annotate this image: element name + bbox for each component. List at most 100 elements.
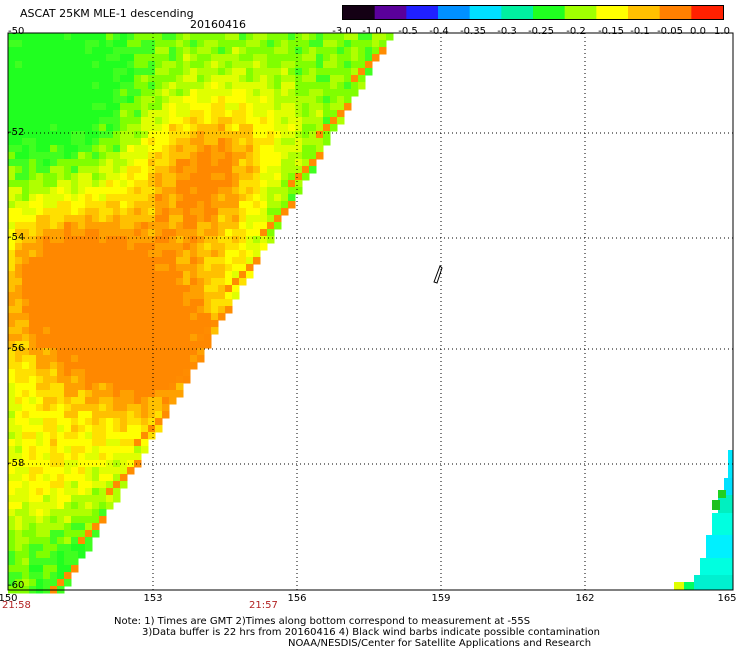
swath-cell — [141, 159, 149, 167]
swath-cell — [92, 453, 100, 461]
swath-cell — [155, 320, 163, 328]
swath-cell — [120, 215, 128, 223]
swath-cell — [64, 425, 72, 433]
swath-cell — [64, 439, 72, 447]
swath-cell — [134, 446, 142, 454]
swath-cell — [120, 236, 128, 244]
swath-cell — [218, 152, 226, 160]
swath-cell — [29, 159, 37, 167]
swath-cell — [169, 131, 177, 139]
swath-cell — [309, 61, 317, 69]
swath-cell — [204, 306, 212, 314]
map-frame — [7, 32, 734, 591]
swath-cell — [71, 313, 79, 321]
swath-cell — [274, 124, 282, 132]
swath-cell — [8, 306, 16, 314]
swath-cell — [120, 285, 128, 293]
swath-cell — [64, 579, 72, 587]
swath-cell — [260, 61, 268, 69]
swath-cell — [330, 40, 338, 48]
swath-cell — [246, 229, 254, 237]
swath-cell — [239, 250, 247, 258]
swath-cell — [344, 54, 352, 62]
swath-cell — [29, 40, 37, 48]
swath-cell — [78, 187, 86, 195]
swath-cell — [57, 369, 65, 377]
swath-cell — [253, 96, 261, 104]
swath-cell — [99, 33, 107, 41]
swath-cell — [71, 166, 79, 174]
swath-cell — [57, 215, 65, 223]
colorbar-segment — [438, 6, 471, 19]
swath-cell — [183, 180, 191, 188]
swath-cell — [106, 362, 114, 370]
swath-cell — [64, 390, 72, 398]
swath-cell — [78, 383, 86, 391]
swath-cell — [71, 376, 79, 384]
swath-cell — [78, 33, 86, 41]
swath-cell — [260, 124, 268, 132]
swath-cell — [232, 89, 240, 97]
swath-cell — [43, 334, 51, 342]
swath-cell — [120, 194, 128, 202]
swath-cell — [22, 544, 30, 552]
swath-cell — [169, 89, 177, 97]
swath-cell — [267, 68, 275, 76]
swath-cell — [718, 490, 726, 498]
swath-cell — [113, 110, 121, 118]
swath-cell — [8, 208, 16, 216]
swath-cell — [288, 68, 296, 76]
swath-cell — [204, 166, 212, 174]
swath-cell — [155, 180, 163, 188]
swath-cell — [162, 334, 170, 342]
swath-cell — [85, 201, 93, 209]
swath-cell — [43, 460, 51, 468]
swath-cell — [22, 208, 30, 216]
swath-cell — [64, 495, 72, 503]
swath-cell — [267, 89, 275, 97]
swath-cell — [15, 558, 23, 566]
swath-cell — [106, 180, 114, 188]
swath-cell — [323, 40, 331, 48]
swath-cell — [78, 432, 86, 440]
swath-cell — [106, 152, 114, 160]
footnote-line: NOAA/NESDIS/Center for Satellite Applica… — [288, 638, 592, 649]
swath-cell — [176, 40, 184, 48]
swath-cell — [85, 229, 93, 237]
swath-cell — [113, 313, 121, 321]
swath-cell — [162, 285, 170, 293]
swath-cell — [85, 523, 93, 531]
swath-cell — [134, 236, 142, 244]
swath-cell — [50, 495, 58, 503]
swath-cell — [197, 229, 205, 237]
swath-cell — [712, 500, 720, 510]
swath-cell — [260, 33, 268, 41]
swath-cell — [85, 89, 93, 97]
swath-cell — [162, 173, 170, 181]
swath-cell — [120, 166, 128, 174]
swath-cell — [134, 418, 142, 426]
swath-cell — [211, 180, 219, 188]
swath-cell — [183, 82, 191, 90]
swath-cell — [190, 138, 198, 146]
colorbar-segment — [406, 6, 439, 19]
swath-cell — [92, 495, 100, 503]
swath-cell — [155, 243, 163, 251]
swath-cell — [176, 82, 184, 90]
swath-cell — [120, 292, 128, 300]
swath-cell — [36, 502, 44, 510]
swath-cell — [57, 180, 65, 188]
swath-cell — [358, 54, 366, 62]
swath-cell — [43, 397, 51, 405]
swath-cell — [92, 446, 100, 454]
swath-cell — [309, 103, 317, 111]
swath-cell — [8, 285, 16, 293]
swath-cell — [309, 33, 317, 41]
swath-cell — [127, 453, 135, 461]
swath-cell — [99, 103, 107, 111]
swath-cell — [225, 54, 233, 62]
swath-cell — [197, 278, 205, 286]
swath-cell — [246, 124, 254, 132]
swath-cell — [253, 222, 261, 230]
swath-cell — [57, 117, 65, 125]
